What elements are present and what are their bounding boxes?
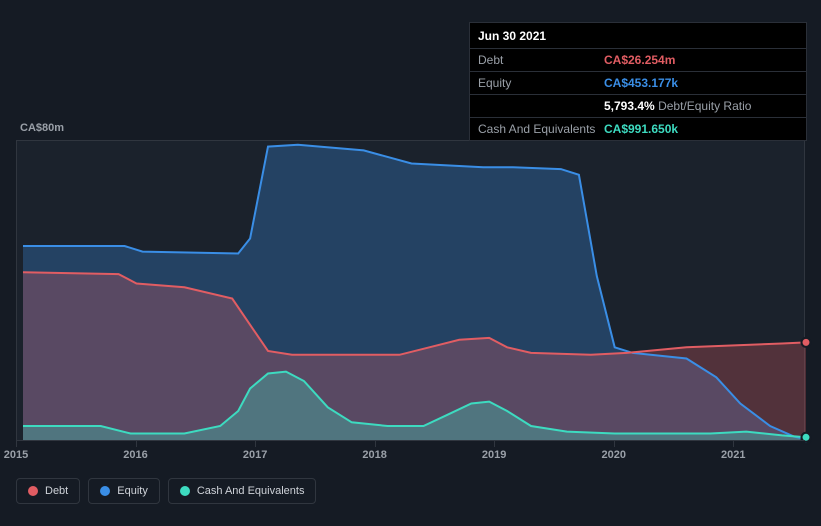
tooltip-value-equity: CA$453.177k [604, 75, 678, 91]
x-tick [16, 441, 17, 447]
series-svg [17, 141, 806, 441]
legend-item-debt[interactable]: Debt [16, 478, 80, 504]
x-label: 2016 [123, 449, 147, 461]
tooltip-value-cash: CA$991.650k [604, 121, 678, 137]
hover-tooltip: Jun 30 2021 Debt CA$26.254m Equity CA$45… [469, 22, 807, 141]
x-tick [255, 441, 256, 447]
tooltip-row-debt: Debt CA$26.254m [470, 48, 806, 71]
tooltip-ratio-number: 5,793.4% [604, 99, 655, 113]
legend: Debt Equity Cash And Equivalents [16, 478, 316, 504]
tooltip-row-ratio: 5,793.4% Debt/Equity Ratio [470, 94, 806, 117]
tooltip-date: Jun 30 2021 [470, 23, 806, 48]
financials-chart: CA$80m CA$0 2015201620172018201920202021… [0, 0, 821, 526]
x-tick [614, 441, 615, 447]
tooltip-ratio-suffix: Debt/Equity Ratio [658, 99, 751, 113]
x-tick [136, 441, 137, 447]
legend-label: Cash And Equivalents [197, 485, 305, 497]
tooltip-value-debt: CA$26.254m [604, 52, 675, 68]
debt-dot-icon [28, 486, 38, 496]
tooltip-label-equity: Equity [478, 75, 604, 91]
tooltip-row-equity: Equity CA$453.177k [470, 71, 806, 94]
legend-item-equity[interactable]: Equity [88, 478, 160, 504]
tooltip-value-ratio: 5,793.4% Debt/Equity Ratio [604, 98, 751, 114]
x-label: 2021 [721, 449, 745, 461]
tooltip-row-cash: Cash And Equivalents CA$991.650k [470, 117, 806, 140]
tooltip-label-ratio [478, 98, 604, 114]
tooltip-label-debt: Debt [478, 52, 604, 68]
x-label: 2018 [362, 449, 386, 461]
legend-label: Equity [117, 485, 148, 497]
tooltip-label-cash: Cash And Equivalents [478, 121, 604, 137]
legend-label: Debt [45, 485, 68, 497]
x-axis: 2015201620172018201920202021 [16, 440, 805, 466]
legend-item-cash[interactable]: Cash And Equivalents [168, 478, 317, 504]
x-label: 2019 [482, 449, 506, 461]
x-label: 2015 [4, 449, 28, 461]
x-label: 2020 [601, 449, 625, 461]
debt-end-marker [802, 338, 811, 347]
x-tick [494, 441, 495, 447]
x-tick [733, 441, 734, 447]
x-label: 2017 [243, 449, 267, 461]
cash-dot-icon [180, 486, 190, 496]
y-axis-max-label: CA$80m [20, 122, 64, 134]
equity-dot-icon [100, 486, 110, 496]
x-tick [375, 441, 376, 447]
plot-area[interactable] [16, 140, 805, 440]
